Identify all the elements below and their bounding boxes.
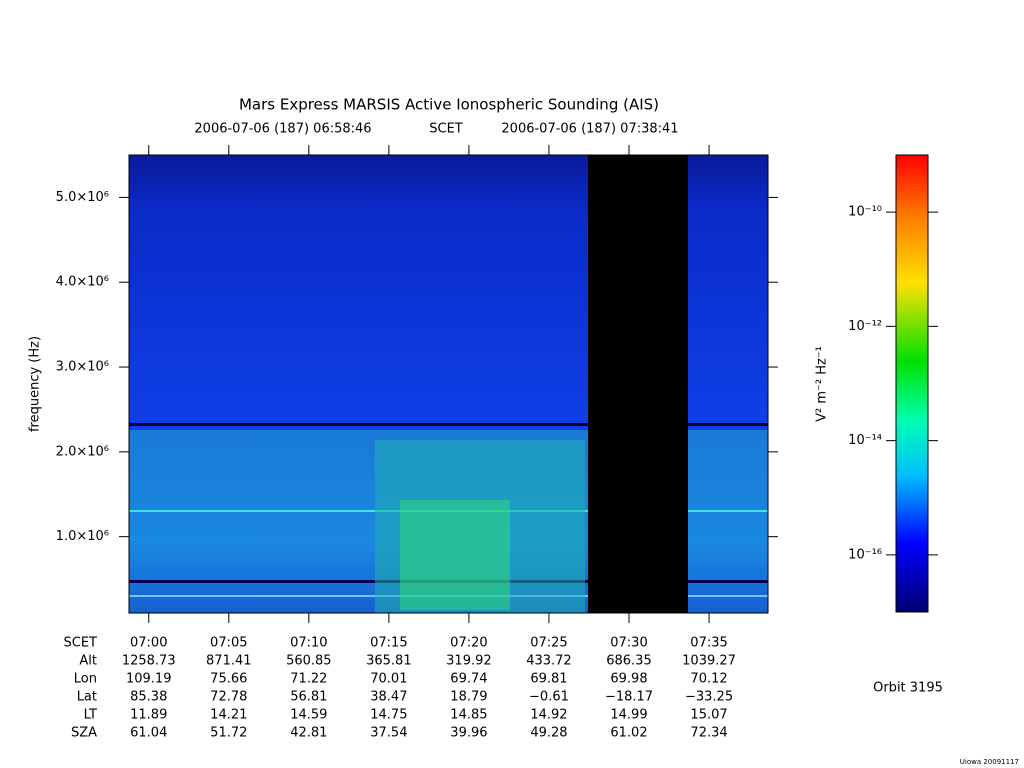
ephemeris-row-label: SCET (64, 636, 98, 651)
ephemeris-value: 560.85 (286, 654, 332, 669)
colorbar-tick-label: 10⁻¹² (848, 319, 882, 334)
chart-title: Mars Express MARSIS Active Ionospheric S… (239, 96, 659, 114)
y-tick-label: 5.0×10⁶ (56, 190, 109, 205)
y-tick-label: 3.0×10⁶ (56, 360, 109, 375)
orbit-label: Orbit 3195 (873, 681, 943, 696)
ephemeris-value: 871.41 (206, 654, 252, 669)
x-tick-label: 07:15 (370, 636, 407, 651)
start-time: 2006-07-06 (187) 06:58:46 (194, 122, 371, 137)
ephemeris-row-label: Lon (74, 672, 97, 687)
y-tick-label: 4.0×10⁶ (56, 275, 109, 290)
ephemeris-value: 56.81 (290, 690, 327, 705)
ephemeris-value: 18.79 (450, 690, 487, 705)
ephemeris-value: 70.01 (370, 672, 407, 687)
footer: Uiowa 20091117 (960, 758, 1019, 766)
x-tick-label: 07:00 (130, 636, 167, 651)
spectrogram-image (129, 155, 768, 613)
ephemeris-value: 39.96 (450, 726, 487, 741)
x-tick-label: 07:25 (530, 636, 567, 651)
ephemeris-value: 72.34 (690, 726, 727, 741)
ephemeris-value: −0.61 (529, 690, 569, 705)
colorbar-tick-label: 10⁻¹⁰ (848, 205, 882, 220)
plot-frame (128, 154, 769, 614)
ephemeris-value: 70.12 (690, 672, 727, 687)
ephemeris-value: 11.89 (130, 708, 167, 723)
ephemeris-value: 85.38 (130, 690, 167, 705)
colorbar-tick-label: 10⁻¹⁶ (848, 547, 882, 562)
colorbar-tick-label: 10⁻¹⁴ (848, 433, 882, 448)
ephemeris-value: 38.47 (370, 690, 407, 705)
ephemeris-value: 365.81 (366, 654, 412, 669)
ephemeris-value: 61.02 (610, 726, 647, 741)
ephemeris-value: 69.81 (530, 672, 567, 687)
x-tick-label: 07:20 (450, 636, 487, 651)
ephemeris-row-label: Lat (77, 690, 97, 705)
x-tick-label: 07:30 (610, 636, 647, 651)
ephemeris-value: 109.19 (126, 672, 172, 687)
ephemeris-value: 14.85 (450, 708, 487, 723)
ephemeris-value: 14.21 (210, 708, 247, 723)
colorbar (895, 154, 929, 613)
ephemeris-value: 61.04 (130, 726, 167, 741)
x-tick-label: 07:05 (210, 636, 247, 651)
ephemeris-value: 14.92 (530, 708, 567, 723)
ephemeris-value: 37.54 (370, 726, 407, 741)
ephemeris-value: 42.81 (290, 726, 327, 741)
ephemeris-value: 686.35 (606, 654, 652, 669)
ephemeris-value: 71.22 (290, 672, 327, 687)
time-system: SCET (429, 122, 463, 137)
ephemeris-value: 69.98 (610, 672, 647, 687)
ephemeris-value: 1258.73 (122, 654, 176, 669)
ephemeris-row-label: Alt (79, 654, 97, 669)
y-tick-label: 1.0×10⁶ (56, 529, 109, 544)
ephemeris-value: 1039.27 (682, 654, 736, 669)
ephemeris-row-label: LT (84, 708, 97, 723)
colorbar-label: V² m⁻² Hz⁻¹ (815, 346, 830, 422)
ephemeris-value: 69.74 (450, 672, 487, 687)
ephemeris-value: 72.78 (210, 690, 247, 705)
ephemeris-value: 14.59 (290, 708, 327, 723)
ephemeris-value: 51.72 (210, 726, 247, 741)
end-time: 2006-07-06 (187) 07:38:41 (501, 122, 678, 137)
ephemeris-value: 15.07 (690, 708, 727, 723)
y-tick-label: 2.0×10⁶ (56, 444, 109, 459)
ephemeris-value: 433.72 (526, 654, 572, 669)
ephemeris-value: 49.28 (530, 726, 567, 741)
ephemeris-value: −18.17 (605, 690, 653, 705)
y-axis-label: frequency (Hz) (28, 336, 43, 432)
x-tick-label: 07:10 (290, 636, 327, 651)
ephemeris-row-label: SZA (71, 726, 97, 741)
ephemeris-value: 14.75 (370, 708, 407, 723)
ephemeris-value: 14.99 (610, 708, 647, 723)
x-tick-label: 07:35 (690, 636, 727, 651)
ephemeris-value: 319.92 (446, 654, 492, 669)
ephemeris-value: 75.66 (210, 672, 247, 687)
ephemeris-value: −33.25 (685, 690, 733, 705)
